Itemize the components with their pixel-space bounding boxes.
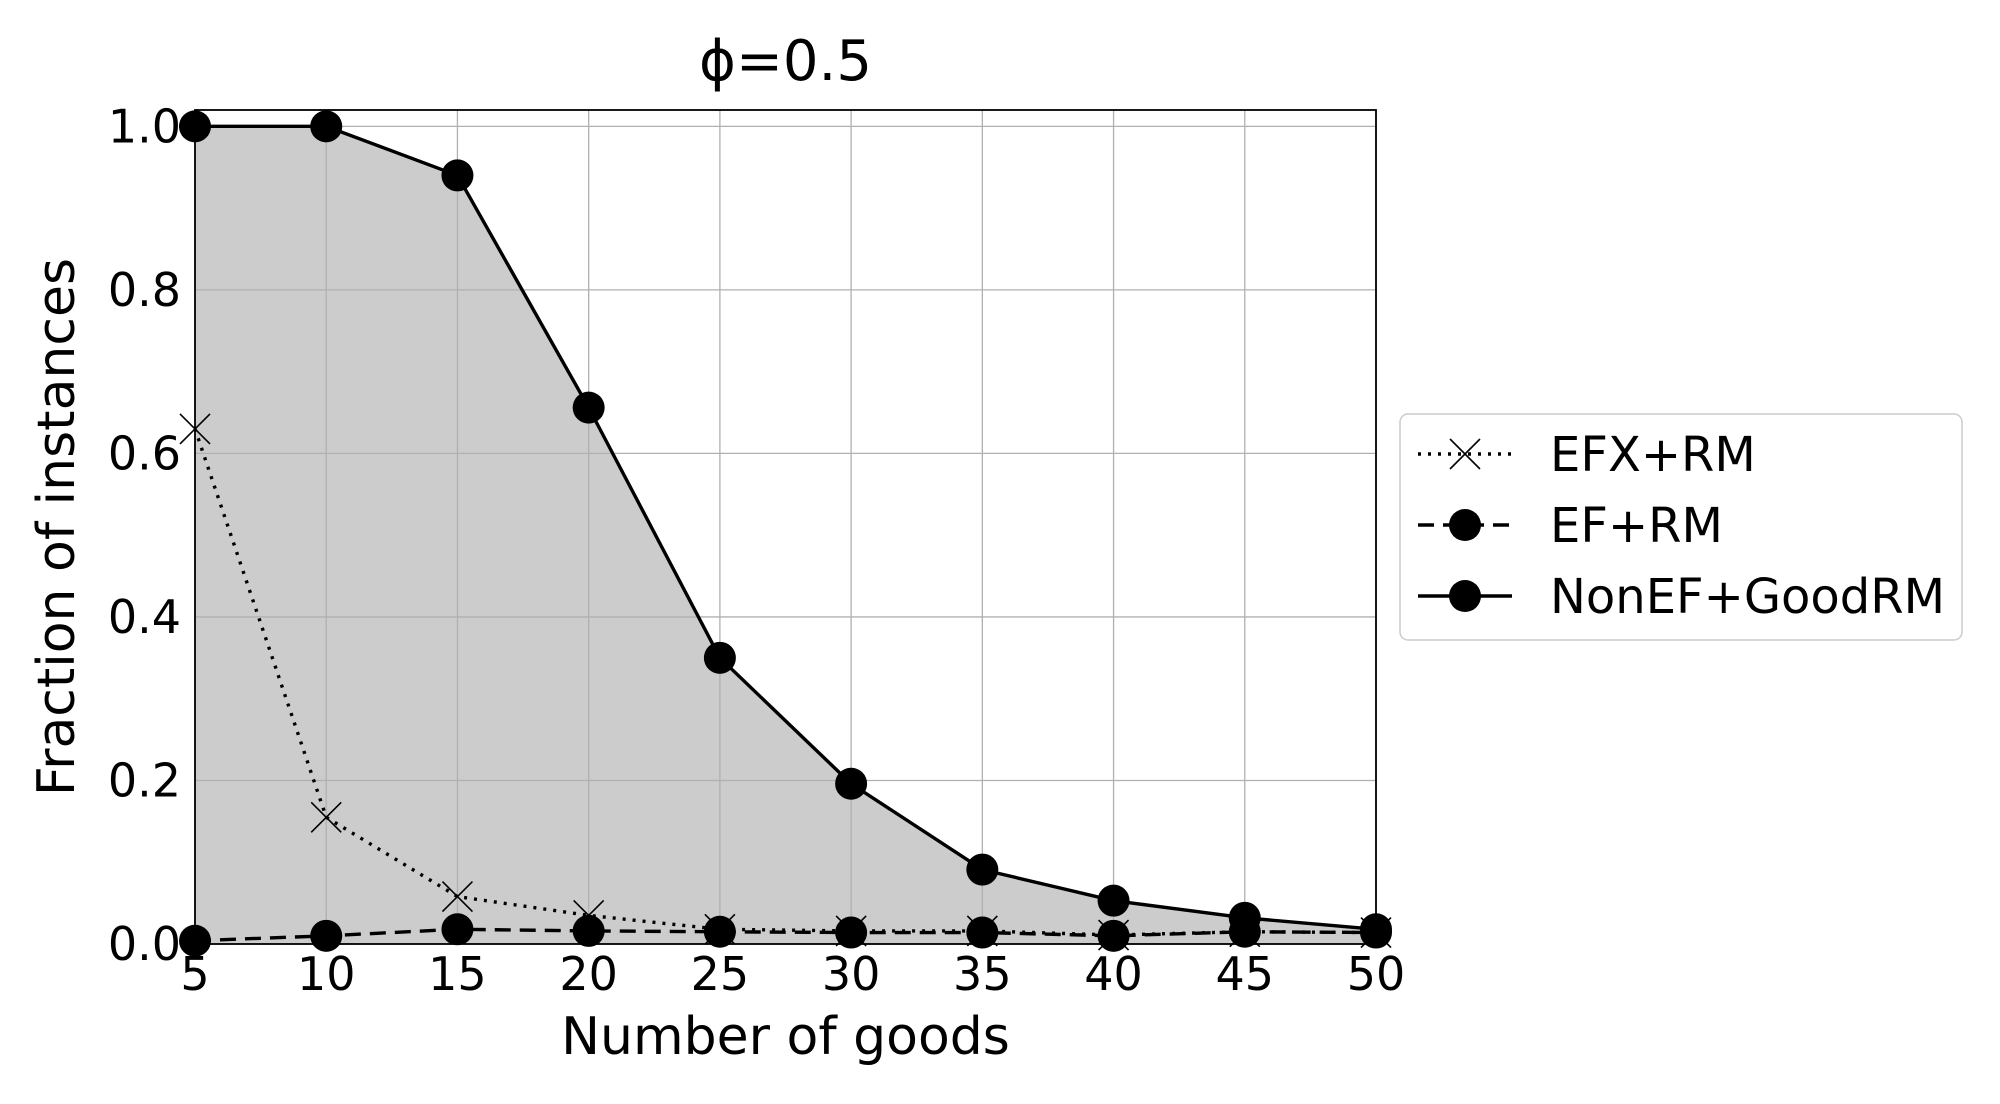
y-axis-label: Fraction of instances bbox=[27, 258, 87, 796]
series-2 bbox=[179, 110, 1392, 946]
series-line-1 bbox=[194, 927, 1377, 943]
series-1-point-5 bbox=[835, 916, 868, 949]
legend-marker-1 bbox=[1449, 509, 1481, 541]
series-1-point-4 bbox=[703, 915, 736, 948]
x-tick-label-0: 5 bbox=[180, 947, 209, 1001]
shaded-area bbox=[195, 126, 1376, 944]
series-line-2 bbox=[195, 124, 1377, 931]
y-tick-label-4: 0.8 bbox=[108, 263, 181, 317]
series-1-point-3 bbox=[572, 914, 605, 947]
shaded-area-layer bbox=[195, 126, 1376, 944]
x-axis-label: Number of goods bbox=[561, 1007, 1010, 1067]
y-tick-label-2: 0.4 bbox=[108, 590, 181, 644]
series-2-point-7 bbox=[1097, 884, 1130, 917]
legend-label-2: NonEF+GoodRM bbox=[1550, 569, 1945, 625]
legend-label-1: EF+RM bbox=[1550, 498, 1723, 554]
series-1-point-6 bbox=[966, 916, 999, 949]
x-tick-labels: 5 10 15 20 25 30 35 40 45 50 bbox=[180, 947, 1405, 1001]
series-2-point-1 bbox=[310, 110, 343, 143]
x-tick-label-8: 45 bbox=[1216, 947, 1275, 1001]
y-tick-label-0: 0.0 bbox=[108, 917, 181, 971]
series-2-point-8 bbox=[1228, 901, 1261, 934]
series-0-point-2 bbox=[441, 881, 474, 913]
x-tick-label-1: 10 bbox=[297, 947, 356, 1001]
series-0-point-1 bbox=[310, 801, 342, 833]
series-1-point-2 bbox=[441, 913, 474, 946]
chart-title: ϕ=0.5 bbox=[699, 29, 872, 94]
x-tick-label-2: 15 bbox=[428, 947, 487, 1001]
legend-marker-0 bbox=[1449, 438, 1481, 470]
x-tick-label-7: 40 bbox=[1084, 947, 1143, 1001]
y-tick-label-3: 0.6 bbox=[108, 426, 181, 480]
series-2-point-5 bbox=[835, 767, 868, 800]
y-tick-label-5: 1.0 bbox=[108, 99, 181, 153]
x-tick-label-6: 35 bbox=[953, 947, 1012, 1001]
legend: EFX+RM EF+RM NonEF+GoodRM bbox=[1399, 413, 1963, 641]
y-tick-labels: 0.0 0.2 0.4 0.6 0.8 1.0 bbox=[108, 99, 181, 971]
legend-label-0: EFX+RM bbox=[1550, 427, 1756, 483]
legend-box bbox=[1399, 413, 1963, 641]
series-2-point-6 bbox=[966, 853, 999, 886]
legend-marker-2 bbox=[1449, 580, 1481, 612]
series-2-point-3 bbox=[572, 391, 605, 424]
x-tick-label-4: 25 bbox=[691, 947, 750, 1001]
x-tick-label-5: 30 bbox=[822, 947, 881, 1001]
plot-frame bbox=[194, 109, 1377, 945]
y-tick-label-1: 0.2 bbox=[108, 753, 181, 807]
series-2-point-4 bbox=[703, 641, 736, 674]
x-tick-label-9: 50 bbox=[1347, 947, 1406, 1001]
series-layer bbox=[179, 110, 1392, 957]
x-tick-label-3: 20 bbox=[559, 947, 618, 1001]
series-2-point-2 bbox=[441, 159, 474, 192]
